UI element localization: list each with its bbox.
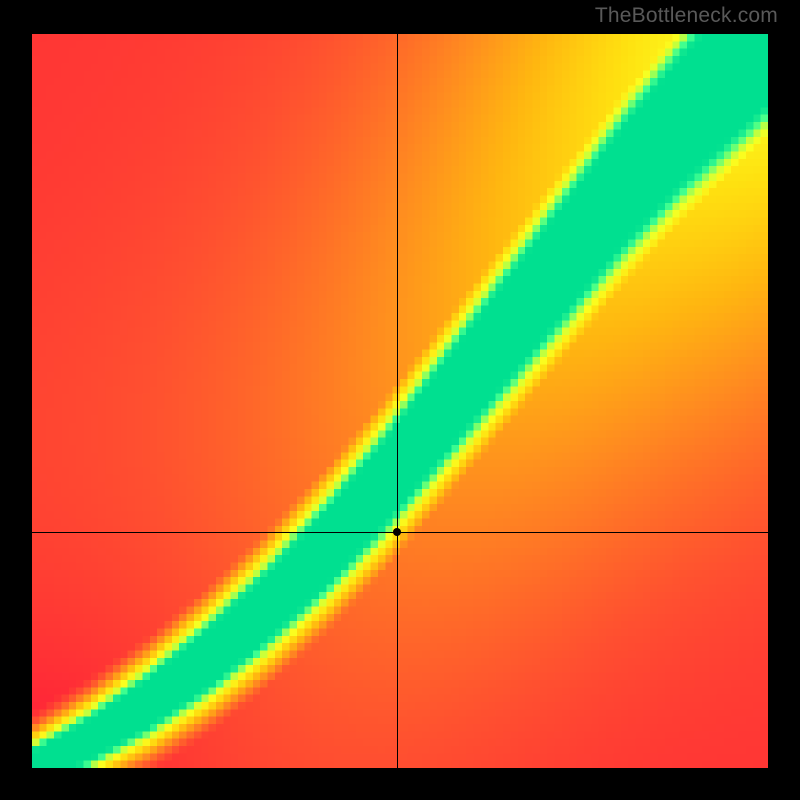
crosshair-vertical <box>397 34 398 768</box>
heatmap-canvas <box>32 34 768 768</box>
watermark-text: TheBottleneck.com <box>595 4 778 28</box>
heatmap-plot <box>32 34 768 768</box>
crosshair-dot <box>393 528 401 536</box>
